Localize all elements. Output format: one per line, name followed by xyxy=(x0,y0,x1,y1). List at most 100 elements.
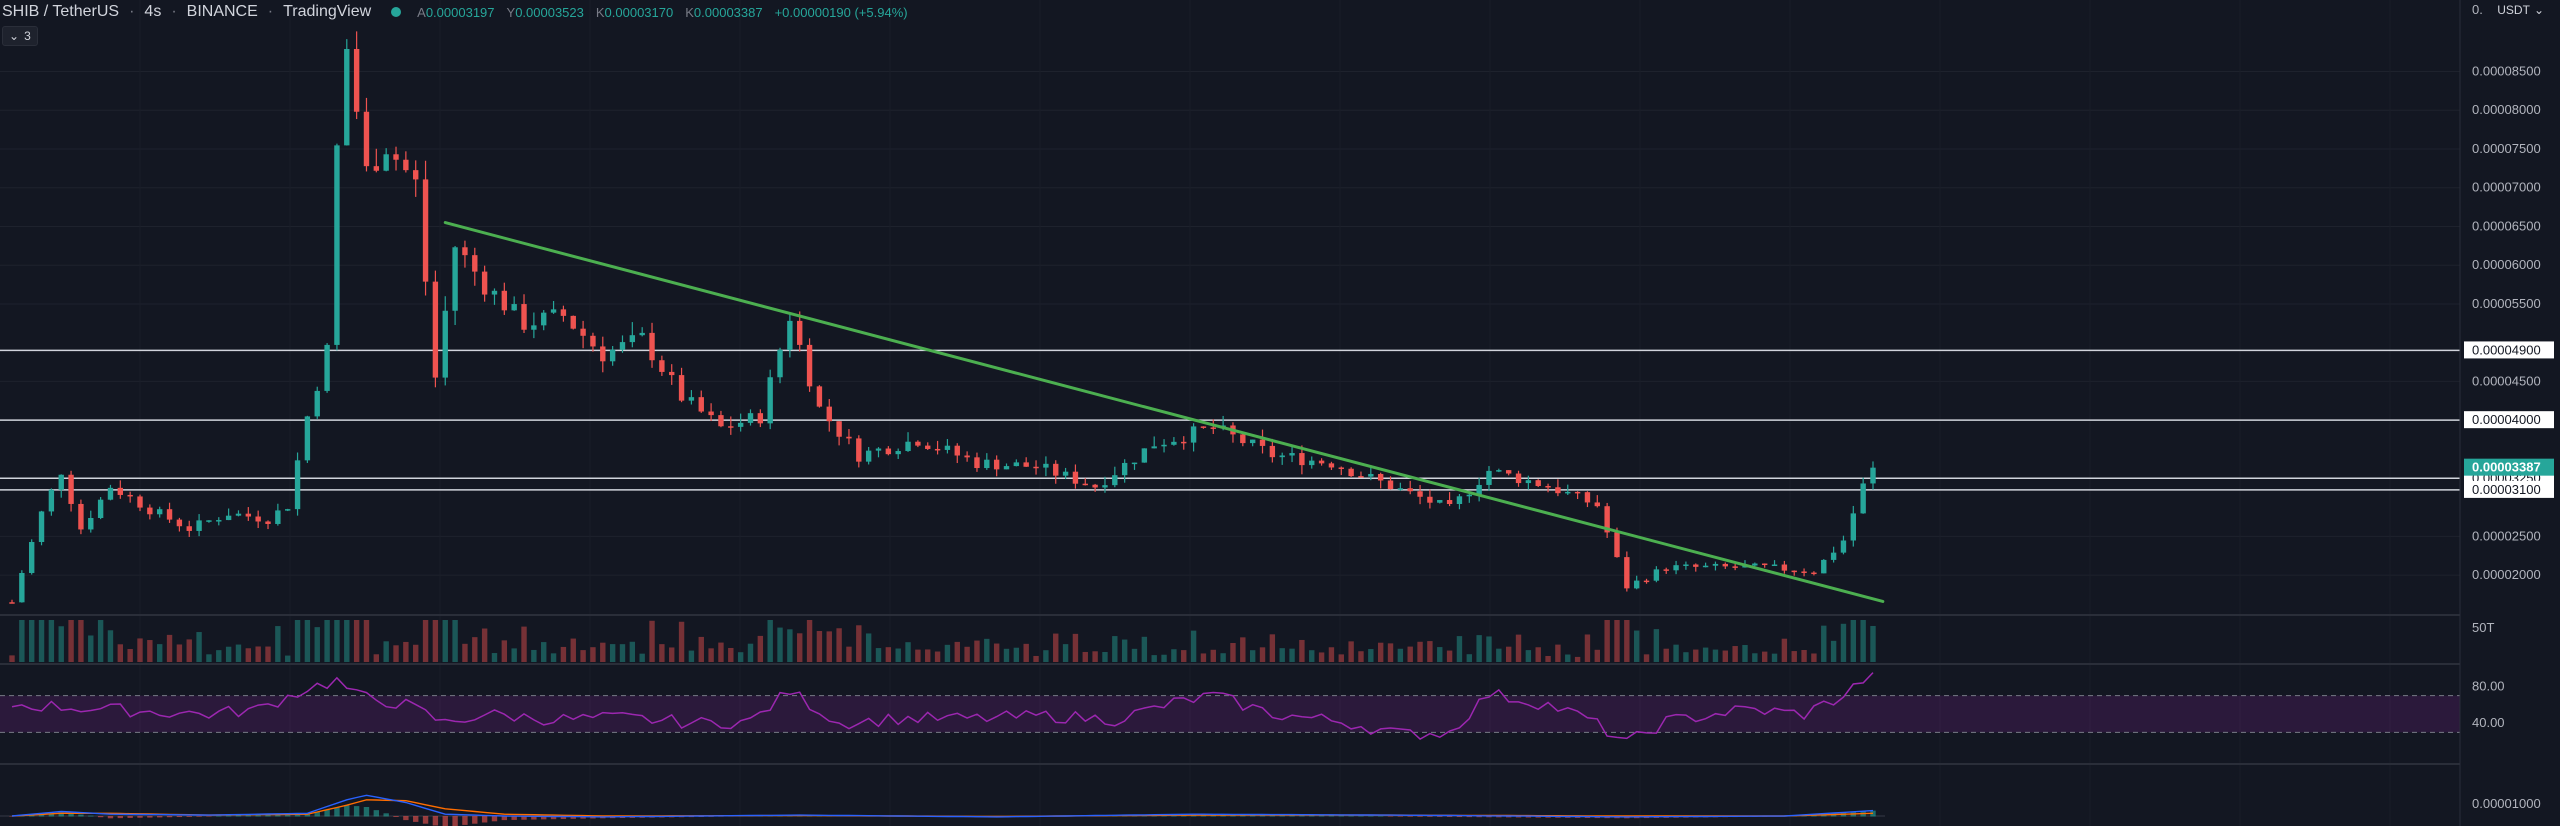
macd-histogram-bar xyxy=(294,814,301,817)
macd-histogram-bar xyxy=(432,816,439,826)
volume-bar xyxy=(157,644,163,662)
volume-bar xyxy=(442,620,448,662)
candle-body xyxy=(708,411,714,416)
macd-histogram-bar xyxy=(521,816,527,820)
volume-bar xyxy=(984,638,990,662)
candle-body xyxy=(875,448,882,451)
candle-body xyxy=(1811,572,1817,575)
macd-histogram-bar xyxy=(117,816,124,819)
volume-bar xyxy=(1407,646,1413,662)
volume-bar xyxy=(1456,636,1463,662)
candle-body xyxy=(19,572,25,603)
candle-body xyxy=(1466,494,1472,497)
level-price-label: 0.00004000 xyxy=(2472,412,2541,427)
price-tick-label: 0.00008500 xyxy=(2472,63,2541,78)
candle-body xyxy=(1643,580,1650,583)
macd-histogram-bar xyxy=(127,816,133,818)
level-price-badge xyxy=(2464,480,2554,498)
volume-bar xyxy=(708,648,714,662)
volume-bar xyxy=(1309,650,1315,662)
macd-histogram-bar xyxy=(97,816,104,818)
volume-bar xyxy=(1496,648,1502,662)
candle-body xyxy=(196,520,202,531)
volume-bar xyxy=(934,651,941,662)
candle-body xyxy=(678,375,685,401)
rsi-pane xyxy=(0,672,2460,741)
macd-histogram-bar xyxy=(1466,816,1472,818)
macd-histogram-bar xyxy=(265,814,271,817)
volume-bar xyxy=(531,649,537,662)
macd-histogram-bar xyxy=(413,816,419,822)
volume-bar xyxy=(1850,620,1857,662)
volume-bar xyxy=(974,640,980,662)
currency-selector[interactable]: USDT ⌄ xyxy=(2497,3,2544,17)
macd-histogram-bar xyxy=(1338,815,1344,817)
indicator-collapse-button[interactable]: ⌄ 3 xyxy=(2,26,38,46)
macd-histogram-bar xyxy=(1446,816,1453,817)
candle-body xyxy=(88,517,94,530)
macd-histogram-bar xyxy=(206,816,212,817)
volume-bar xyxy=(580,650,586,662)
volume-bar xyxy=(1801,649,1807,662)
candle-body xyxy=(78,503,84,530)
macd-histogram-bar xyxy=(1299,815,1305,817)
source-label: TradingView xyxy=(283,3,372,20)
macd-histogram-bar xyxy=(511,816,517,820)
candle-body xyxy=(1624,557,1630,589)
horizontal-levels[interactable] xyxy=(0,349,2460,491)
interval-label[interactable]: 4s xyxy=(144,3,162,20)
volume-bar xyxy=(806,620,813,662)
candle-body xyxy=(1181,441,1187,444)
candle-body xyxy=(1850,513,1857,541)
volume-bar xyxy=(954,641,960,662)
candle-body xyxy=(501,290,508,311)
volume-bar xyxy=(481,628,488,662)
chart-header: SHIB / TetherUS · 4s · BINANCE · Trading… xyxy=(2,2,908,22)
volume-bar xyxy=(422,620,429,662)
volume-bar xyxy=(245,648,252,662)
volume-bar xyxy=(255,646,261,662)
candle-body xyxy=(1043,463,1049,468)
candle-body xyxy=(747,413,754,423)
candle-body xyxy=(1082,483,1088,486)
volume-bar xyxy=(1821,625,1827,662)
candle-body xyxy=(452,247,458,311)
volume-bar xyxy=(1338,654,1344,662)
macd-histogram-bar xyxy=(304,814,311,817)
volume-bar xyxy=(609,644,616,662)
volume-bar xyxy=(78,620,84,662)
volume-bar xyxy=(698,636,704,662)
candle-body xyxy=(245,513,252,517)
candle-body xyxy=(1023,462,1029,467)
candle-body xyxy=(1318,460,1325,464)
source-separator: · xyxy=(267,3,274,20)
candle-body xyxy=(1013,462,1020,467)
low-value: K0.00003170 xyxy=(595,4,674,20)
current-price-badge xyxy=(2464,458,2554,476)
volume-bar xyxy=(1377,642,1384,662)
candle-body xyxy=(1555,487,1561,494)
candle-body xyxy=(1328,463,1335,468)
volume-bar xyxy=(235,644,242,662)
volume-bar xyxy=(964,646,970,662)
candle-body xyxy=(1673,565,1679,571)
volume-bar xyxy=(9,655,15,662)
trendline[interactable] xyxy=(443,221,1885,603)
volume-bar xyxy=(639,653,645,662)
volume-bar xyxy=(265,646,271,662)
symbol-title[interactable]: SHIB / TetherUS xyxy=(2,3,120,20)
candle-body xyxy=(1821,559,1827,574)
volume-bar xyxy=(1742,645,1748,662)
candle-body xyxy=(1190,426,1197,443)
volume-bar xyxy=(1141,636,1148,662)
volume-bar xyxy=(1427,641,1433,662)
candle-body xyxy=(1387,480,1394,490)
rsi-tick-label: 80.00 xyxy=(2472,678,2505,693)
candle-body xyxy=(619,342,626,350)
candle-body xyxy=(432,281,439,378)
candle-body xyxy=(934,448,941,451)
volume-bar xyxy=(1072,633,1079,662)
volume-bar xyxy=(48,620,55,662)
price-axis[interactable]: 0. 0.00008500 0.00008000 0.00007500 0.000070… xyxy=(2459,0,2560,826)
